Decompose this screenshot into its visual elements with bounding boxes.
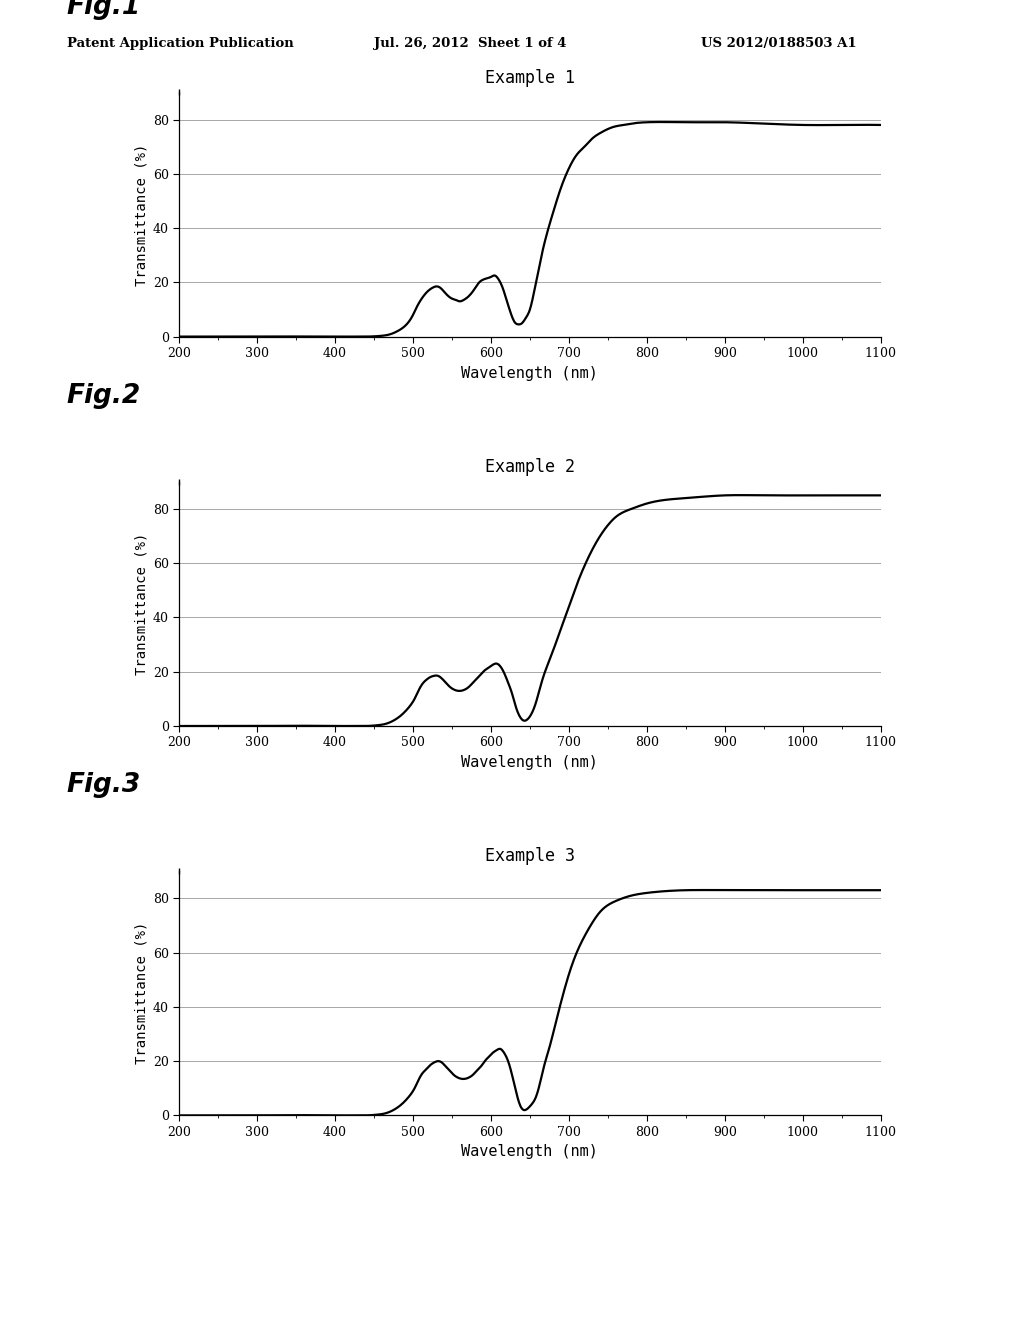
Title: Example 2: Example 2 xyxy=(485,458,574,477)
Title: Example 1: Example 1 xyxy=(485,69,574,87)
Y-axis label: Transmittance (%): Transmittance (%) xyxy=(134,923,148,1064)
Text: Jul. 26, 2012  Sheet 1 of 4: Jul. 26, 2012 Sheet 1 of 4 xyxy=(374,37,566,50)
Text: Fig.2: Fig.2 xyxy=(67,383,141,409)
Title: Example 3: Example 3 xyxy=(485,847,574,866)
X-axis label: Wavelength (nm): Wavelength (nm) xyxy=(462,755,598,770)
X-axis label: Wavelength (nm): Wavelength (nm) xyxy=(462,366,598,380)
Text: US 2012/0188503 A1: US 2012/0188503 A1 xyxy=(701,37,857,50)
Text: Patent Application Publication: Patent Application Publication xyxy=(67,37,293,50)
Text: Fig.3: Fig.3 xyxy=(67,772,141,799)
X-axis label: Wavelength (nm): Wavelength (nm) xyxy=(462,1144,598,1159)
Text: Fig.1: Fig.1 xyxy=(67,0,141,20)
Y-axis label: Transmittance (%): Transmittance (%) xyxy=(134,144,148,285)
Y-axis label: Transmittance (%): Transmittance (%) xyxy=(134,533,148,675)
